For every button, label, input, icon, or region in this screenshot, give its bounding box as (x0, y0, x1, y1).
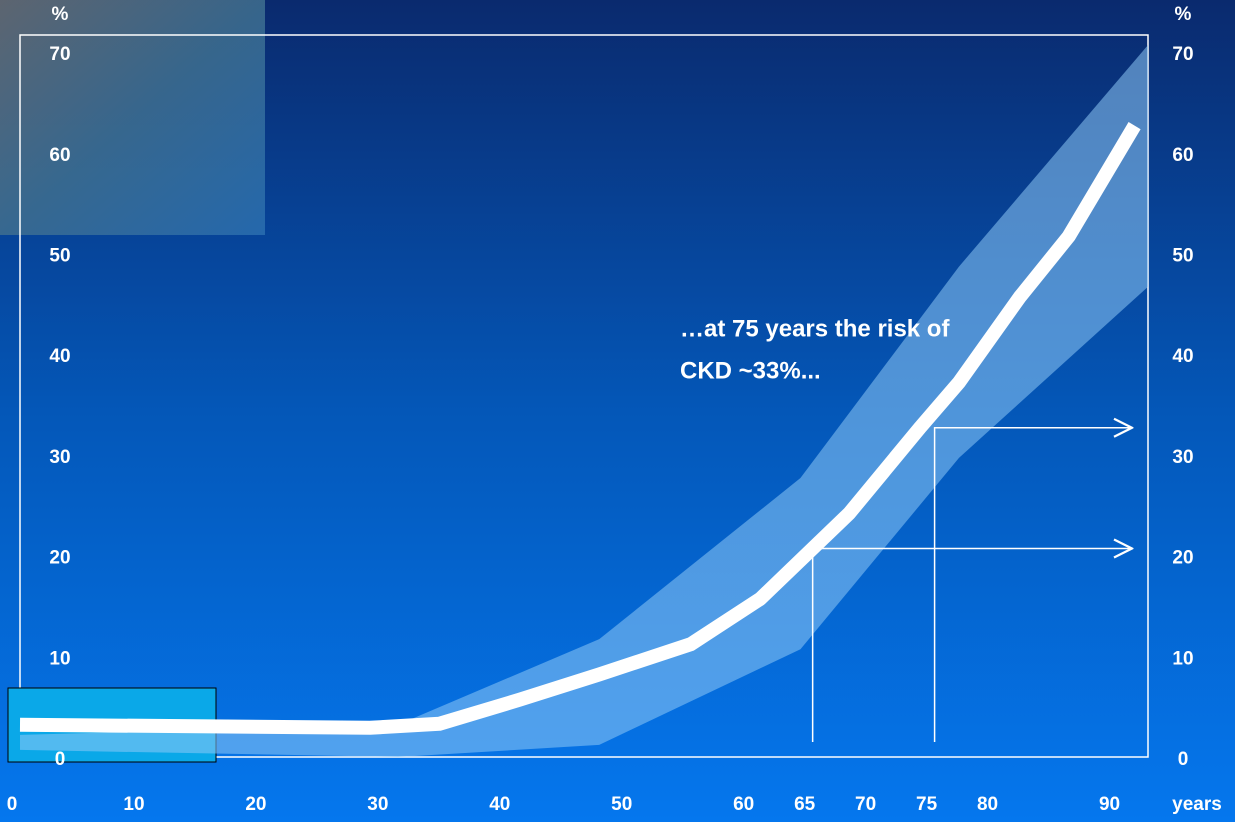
x-tick-label: 50 (611, 794, 632, 815)
chart: % % years …at 75 years the risk of CKD ~… (0, 0, 1235, 822)
x-tick-label: 20 (245, 794, 266, 815)
y2-tick-label: 10 (1172, 648, 1193, 669)
x-tick-label: 30 (367, 794, 388, 815)
y2-tick-label: 20 (1172, 548, 1193, 569)
y2-tick-label: 40 (1172, 346, 1193, 367)
y-tick-label: 50 (49, 246, 70, 267)
x-axis-label: years (1172, 794, 1222, 815)
annotation: …at 75 years the risk of (680, 315, 950, 342)
y-tick-label: 60 (49, 145, 70, 166)
page: % % years …at 75 years the risk of CKD ~… (0, 0, 1235, 822)
y2-tick-label: 0 (1178, 749, 1189, 770)
x-tick-label: 10 (123, 794, 144, 815)
y-tick-label: 20 (49, 548, 70, 569)
x-tick-label: 40 (489, 794, 510, 815)
y2-tick-label: 60 (1172, 145, 1193, 166)
y-tick-label: 40 (49, 346, 70, 367)
y-tick-label: 0 (55, 749, 66, 770)
x-tick-label: 0 (7, 794, 18, 815)
y2-tick-label: 70 (1172, 44, 1193, 65)
y2-tick-label: 50 (1172, 246, 1193, 267)
y-tick-label: 70 (49, 44, 70, 65)
y-tick-label: 10 (49, 648, 70, 669)
x-tick-label: 65 (794, 794, 816, 815)
x-tick-label: 70 (855, 794, 876, 815)
y2-axis-label: % (1175, 4, 1192, 25)
annotation: CKD ~33%... (680, 357, 821, 384)
y2-tick-label: 30 (1172, 447, 1193, 468)
x-tick-label: 60 (733, 794, 754, 815)
x-tick-label: 80 (977, 794, 998, 815)
y-tick-label: 30 (49, 447, 70, 468)
x-tick-label: 75 (916, 794, 938, 815)
x-tick-label: 90 (1099, 794, 1120, 815)
y-axis-label: % (52, 4, 69, 25)
